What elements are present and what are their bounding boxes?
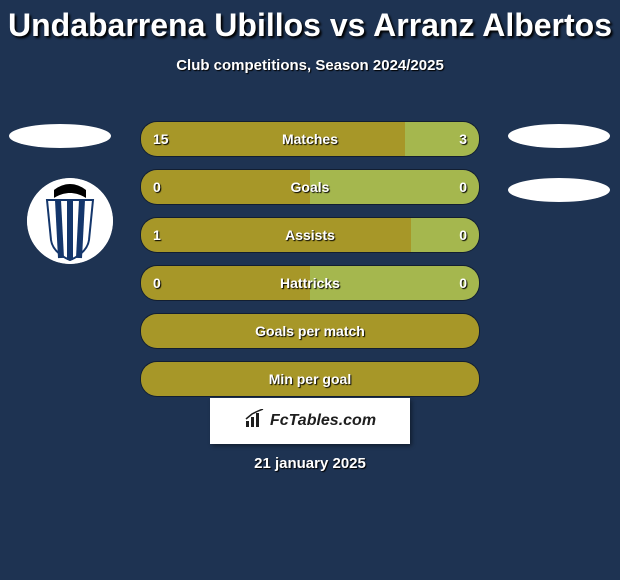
- stat-label: Matches: [141, 131, 479, 147]
- stat-label: Assists: [141, 227, 479, 243]
- stat-label: Goals per match: [141, 323, 479, 339]
- stat-label: Min per goal: [141, 371, 479, 387]
- stat-row-matches: 15 Matches 3: [140, 121, 480, 157]
- page-title: Undabarrena Ubillos vs Arranz Albertos: [0, 0, 620, 43]
- stat-value-right: 3: [459, 131, 467, 147]
- player-right-photo-oval: [508, 124, 610, 148]
- comparison-card: Undabarrena Ubillos vs Arranz Albertos C…: [0, 0, 620, 580]
- stat-row-gpm: Goals per match: [140, 313, 480, 349]
- stat-value-right: 0: [459, 179, 467, 195]
- player-left-club-badge: [27, 178, 113, 264]
- stat-value-right: 0: [459, 275, 467, 291]
- stat-row-mpg: Min per goal: [140, 361, 480, 397]
- stat-value-right: 0: [459, 227, 467, 243]
- player-left-photo-oval: [9, 124, 111, 148]
- player-right-club-oval: [508, 178, 610, 202]
- brand-box: FcTables.com: [210, 398, 410, 444]
- stat-row-goals: 0 Goals 0: [140, 169, 480, 205]
- stat-row-assists: 1 Assists 0: [140, 217, 480, 253]
- stat-row-hattricks: 0 Hattricks 0: [140, 265, 480, 301]
- brand-chart-icon: [244, 409, 264, 434]
- stats-container: 15 Matches 3 0 Goals 0 1 Assists 0 0 Hat…: [140, 121, 480, 409]
- page-subtitle: Club competitions, Season 2024/2025: [0, 57, 620, 74]
- stat-label: Hattricks: [141, 275, 479, 291]
- brand-text: FcTables.com: [270, 412, 376, 430]
- stat-label: Goals: [141, 179, 479, 195]
- footer-date: 21 january 2025: [0, 455, 620, 472]
